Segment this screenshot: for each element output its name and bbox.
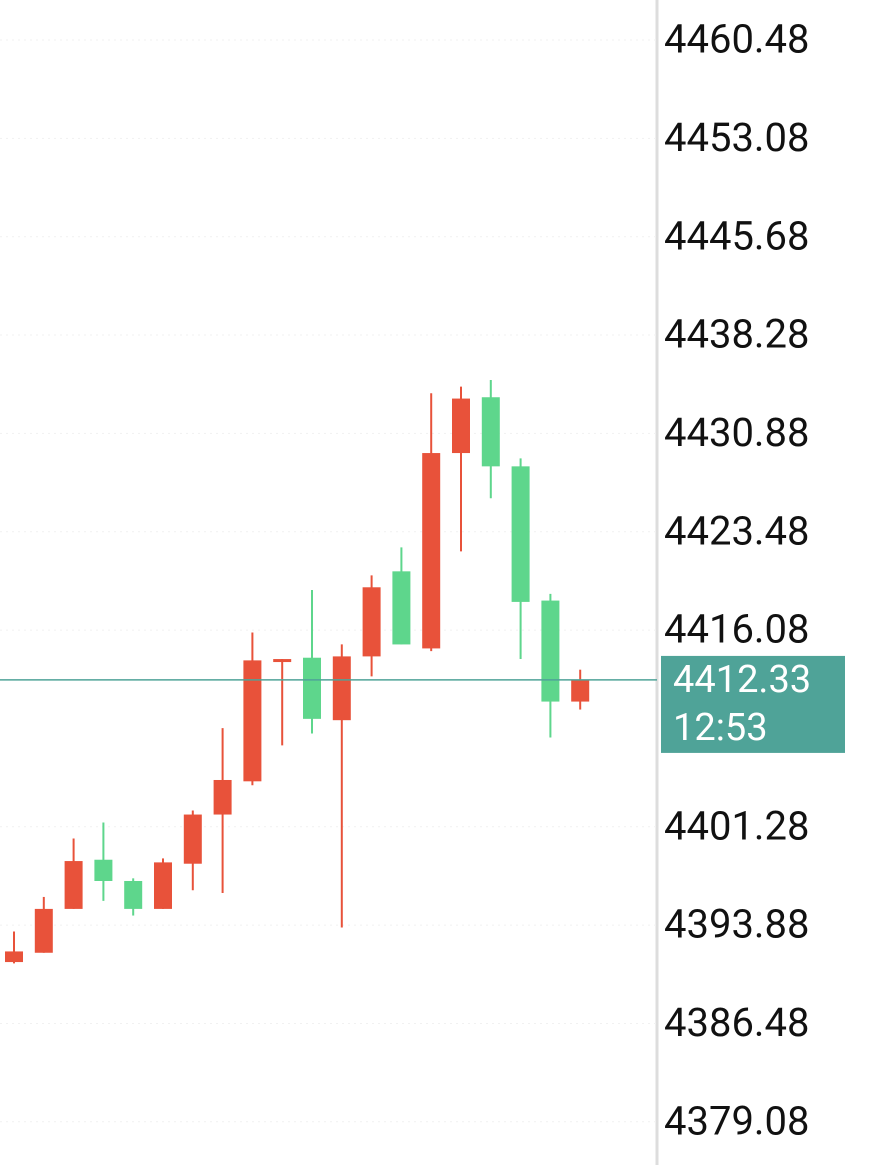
y-tick-label: 4430.88 xyxy=(664,409,809,456)
y-tick-label: 4379.08 xyxy=(664,1097,809,1144)
countdown-label: 12:53 xyxy=(673,706,768,750)
candle-body xyxy=(422,453,441,649)
last-price-label: 4412.33 xyxy=(673,658,811,702)
last-price-box xyxy=(661,655,845,753)
candle-body xyxy=(392,571,411,645)
candle-body xyxy=(5,951,23,963)
y-tick-label: 4423.48 xyxy=(664,507,809,554)
candle-body xyxy=(452,398,470,454)
candle-body xyxy=(273,659,292,663)
y-tick-label: 4438.28 xyxy=(664,311,809,358)
y-tick-label: 4445.68 xyxy=(664,212,809,259)
candle-body xyxy=(511,466,530,602)
candle-body xyxy=(303,657,321,719)
candle-body xyxy=(243,660,262,782)
candle-body xyxy=(213,779,232,815)
candle-body xyxy=(124,880,143,909)
candle-body xyxy=(34,908,53,953)
candle-body xyxy=(183,814,202,864)
y-tick-label: 4453.08 xyxy=(664,114,809,161)
y-tick-label: 4416.08 xyxy=(664,606,809,653)
candle-body xyxy=(362,587,381,657)
candle-body xyxy=(332,656,351,721)
candle-body xyxy=(154,862,172,909)
y-tick-label: 4401.28 xyxy=(664,802,809,849)
candle-body xyxy=(541,600,560,702)
candle-body xyxy=(571,679,590,702)
y-tick-label: 4386.48 xyxy=(664,999,809,1046)
y-tick-label: 4393.88 xyxy=(664,901,809,948)
candle-body xyxy=(64,861,83,909)
y-tick-label: 4460.48 xyxy=(664,16,809,63)
candle-body xyxy=(94,859,113,881)
candle-body xyxy=(481,397,500,467)
